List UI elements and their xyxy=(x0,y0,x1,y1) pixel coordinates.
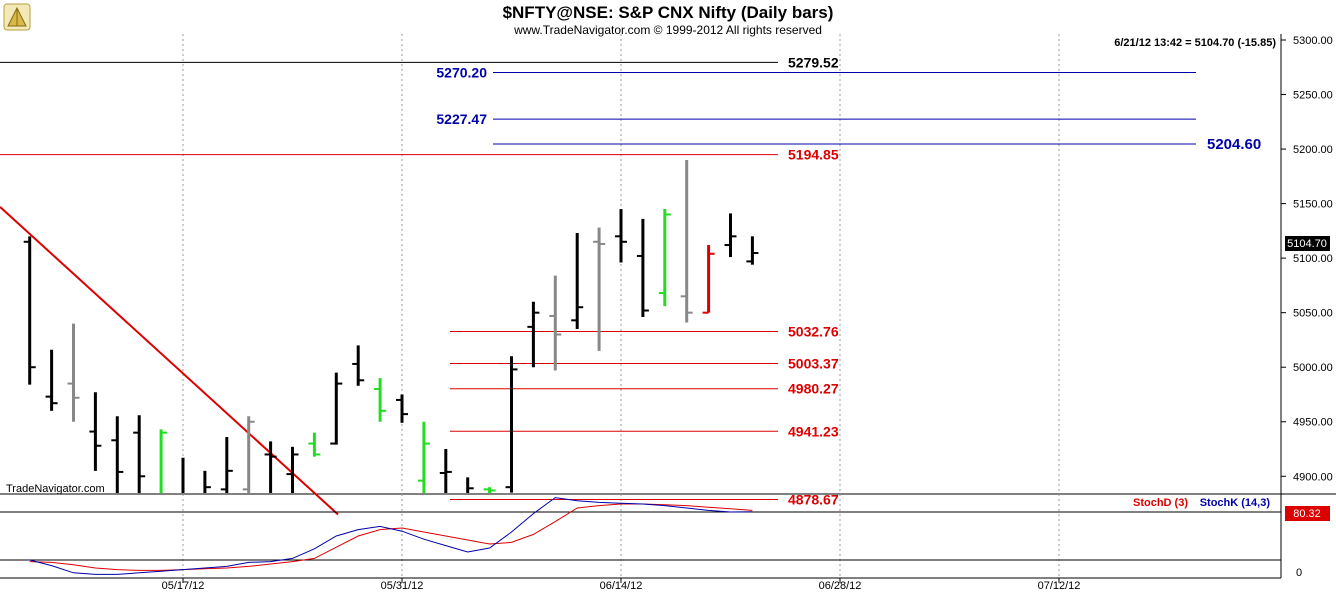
ohlc-bar xyxy=(264,441,277,493)
x-tick-label: 05/17/12 xyxy=(162,580,205,592)
x-tick-label: 06/14/12 xyxy=(600,580,643,592)
ohlc-bar xyxy=(615,209,627,263)
ohlc-bar xyxy=(374,378,387,422)
ohlc-bar xyxy=(571,233,584,330)
level-label: 4878.67 xyxy=(788,492,839,508)
price-axis: 4900.00 4950.00 5000.00 5050.00 5100.00 5150.… xyxy=(1281,35,1333,483)
ohlc-bar xyxy=(658,209,671,307)
stoch-k-line xyxy=(29,497,753,575)
trendline xyxy=(0,206,339,516)
last-price-badge: 5104.70 xyxy=(1285,236,1330,251)
stoch-y-tick: 0 xyxy=(1296,567,1302,579)
ohlc-bar xyxy=(286,446,299,493)
ohlc-bar xyxy=(417,421,430,493)
ohlc-bar xyxy=(549,275,562,371)
ohlc-bar xyxy=(483,487,496,493)
legend-stoch-d: StochD (3) xyxy=(1133,497,1188,509)
watermark: TradeNavigator.com xyxy=(6,483,105,495)
ohlc-bar xyxy=(680,159,693,323)
x-tick-label: 06/28/12 xyxy=(819,580,862,592)
y-tick-label: 5200.00 xyxy=(1293,144,1333,156)
y-tick-label: 4950.00 xyxy=(1293,417,1333,429)
y-tick-label: 5300.00 xyxy=(1293,35,1333,47)
ohlc-bar xyxy=(89,392,102,471)
level-label: 5204.60 xyxy=(1207,136,1261,153)
ohlc-bar xyxy=(133,415,146,493)
y-tick-label: 5000.00 xyxy=(1293,362,1333,374)
last-price-label: 5104.70 xyxy=(1287,238,1327,250)
ohlc-bar xyxy=(67,323,80,422)
ohlc-bar xyxy=(466,477,474,493)
ohlc-bar xyxy=(527,301,540,368)
trendline-segment xyxy=(0,206,339,516)
y-tick-label: 5100.00 xyxy=(1293,253,1333,265)
level-label: 4980.27 xyxy=(788,381,839,397)
ohlc-bar xyxy=(330,372,343,445)
level-label: 5279.52 xyxy=(788,54,839,70)
level-label: 4941.23 xyxy=(788,423,839,439)
ohlc-bar xyxy=(724,213,737,258)
legend-stoch-k: StochK (14,3) xyxy=(1200,497,1271,509)
stochastic-pane xyxy=(0,497,1281,575)
ohlc-bar xyxy=(439,449,452,493)
stoch-last-label: 80.32 xyxy=(1293,508,1321,520)
level-label: 5003.37 xyxy=(788,356,839,372)
level-label: 5032.76 xyxy=(788,323,839,339)
ohlc-bar xyxy=(308,432,321,457)
level-label: 5194.85 xyxy=(788,147,839,163)
stoch-last-badge: 80.32 xyxy=(1285,506,1330,521)
ohlc-bar xyxy=(220,437,233,493)
ohlc-bar xyxy=(352,345,365,386)
ohlc-bar xyxy=(203,470,211,493)
level-label: 5270.20 xyxy=(436,65,487,81)
price-levels: 5279.52 5270.20 5227.47 5204.60 5194.85 5032.… xyxy=(0,54,1261,508)
ohlc-bar xyxy=(242,416,255,493)
ohlc-bar xyxy=(111,416,124,493)
trade-navigator-logo-icon xyxy=(3,3,31,31)
ohlc-bar xyxy=(636,218,649,318)
ohlc-bar xyxy=(593,227,606,351)
x-tick-label: 05/31/12 xyxy=(381,580,424,592)
grid xyxy=(182,34,1060,578)
ohlc-bar xyxy=(23,236,36,385)
ohlc-bar xyxy=(45,349,58,411)
chart-subtitle: www.TradeNavigator.com © 1999-2012 All r… xyxy=(513,23,822,37)
y-tick-label: 5050.00 xyxy=(1293,308,1333,320)
ohlc-bar xyxy=(505,356,518,493)
chart-title: $NFTY@NSE: S&P CNX Nifty (Daily bars) xyxy=(503,3,834,22)
y-tick-label: 5250.00 xyxy=(1293,90,1333,102)
time-axis: 05/17/12 05/31/12 06/14/12 06/28/12 07/12/12 xyxy=(162,578,1081,592)
ohlc-bar xyxy=(396,394,408,423)
y-tick-label: 5150.00 xyxy=(1293,199,1333,211)
quote-readout: 6/21/12 13:42 = 5104.70 (-15.85) xyxy=(1114,37,1276,49)
ohlc-bars xyxy=(23,159,759,493)
ohlc-bar xyxy=(702,245,715,314)
ohlc-bar xyxy=(746,236,759,265)
ohlc-bar xyxy=(159,429,168,493)
x-tick-label: 07/12/12 xyxy=(1038,580,1081,592)
y-tick-label: 4900.00 xyxy=(1293,471,1333,483)
level-label: 5227.47 xyxy=(436,111,487,127)
